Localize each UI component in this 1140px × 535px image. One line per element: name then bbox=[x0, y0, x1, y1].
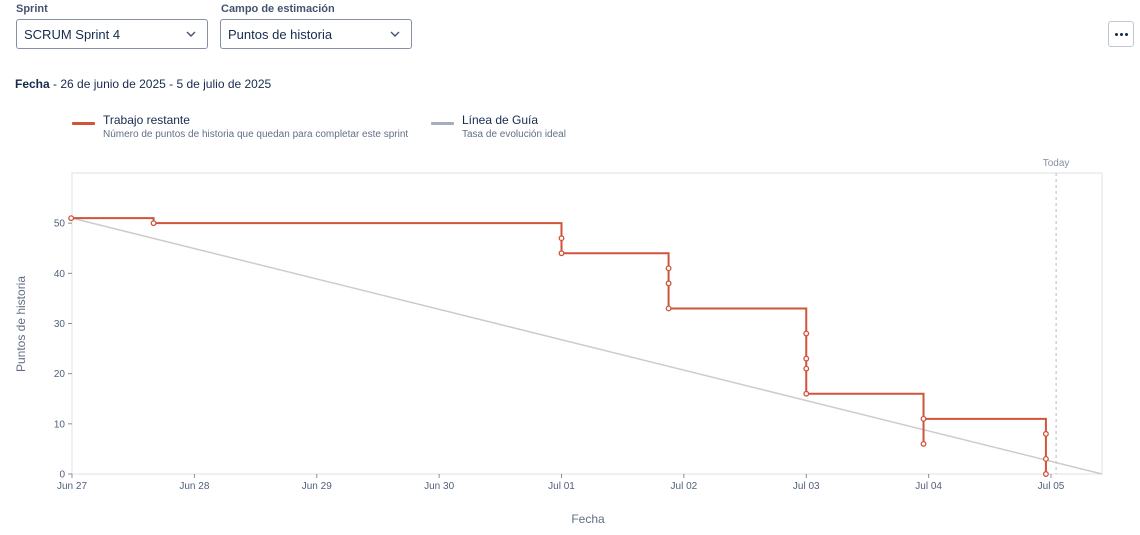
estimation-field-label: Campo de estimación bbox=[221, 3, 335, 15]
chevron-down-icon bbox=[186, 31, 196, 37]
y-tick-label: 30 bbox=[54, 319, 66, 330]
estimation-select-value: Puntos de historia bbox=[228, 26, 333, 42]
x-tick-label: Jul 01 bbox=[548, 481, 575, 492]
sprint-field-label: Sprint bbox=[16, 3, 48, 15]
legend-title: Trabajo restante bbox=[103, 113, 190, 127]
legend-description: Tasa de evolución ideal bbox=[462, 129, 566, 140]
more-dot-icon bbox=[1114, 32, 1118, 36]
x-tick-label: Jun 30 bbox=[424, 481, 454, 492]
remaining-work-point[interactable] bbox=[803, 355, 810, 362]
remaining-work-point[interactable] bbox=[803, 390, 810, 397]
guide-line bbox=[71, 217, 1103, 475]
plot-frame bbox=[71, 172, 1103, 475]
burndown-chart: 0 10 20 30 40 50 Jun 27 Jun 28 Jun 29 Jun 30 Jul … bbox=[14, 158, 1103, 526]
remaining-work-point[interactable] bbox=[803, 330, 810, 337]
remaining-work-point[interactable] bbox=[920, 440, 927, 447]
y-tick-label: 40 bbox=[54, 269, 66, 280]
more-dot-icon bbox=[1119, 32, 1123, 36]
y-axis-title: Puntos de historia bbox=[14, 276, 28, 372]
estimation-select[interactable]: Puntos de historia bbox=[220, 19, 412, 49]
y-tick-label: 50 bbox=[54, 219, 66, 230]
remaining-work-line bbox=[71, 217, 1047, 474]
remaining-work-point[interactable] bbox=[68, 215, 75, 222]
x-tick-label: Jun 28 bbox=[179, 481, 209, 492]
remaining-work-point[interactable] bbox=[920, 415, 927, 422]
x-tick-label: Jun 27 bbox=[57, 481, 87, 492]
more-actions-button[interactable] bbox=[1108, 21, 1134, 47]
legend-title: Línea de Guía bbox=[462, 113, 539, 127]
x-tick-label: Jun 29 bbox=[302, 481, 332, 492]
date-range-separator: - bbox=[49, 77, 61, 91]
chevron-down-icon bbox=[390, 31, 400, 37]
y-tick-label: 10 bbox=[54, 419, 66, 430]
remaining-work-point[interactable] bbox=[665, 280, 672, 287]
date-range: Fecha - 26 de junio de 2025 - 5 de julio… bbox=[15, 77, 271, 91]
remaining-work-point[interactable] bbox=[558, 235, 565, 242]
more-dot-icon bbox=[1124, 32, 1128, 36]
y-tick-label: 20 bbox=[54, 369, 66, 380]
date-range-label: Fecha bbox=[15, 77, 50, 91]
today-label: Today bbox=[1043, 158, 1070, 169]
remaining-work-point[interactable] bbox=[150, 220, 157, 227]
sprint-select[interactable]: SCRUM Sprint 4 bbox=[16, 19, 208, 49]
legend-description: Número de puntos de historia que quedan … bbox=[103, 129, 409, 140]
remaining-work-point[interactable] bbox=[665, 265, 672, 272]
x-tick-label: Jul 03 bbox=[793, 481, 820, 492]
legend-swatch bbox=[72, 122, 95, 125]
x-axis-title: Fecha bbox=[571, 512, 605, 526]
legend-swatch bbox=[431, 122, 454, 125]
remaining-work-point[interactable] bbox=[665, 305, 672, 312]
x-tick-label: Jul 05 bbox=[1038, 481, 1065, 492]
x-tick-label: Jul 02 bbox=[671, 481, 698, 492]
remaining-work-point[interactable] bbox=[803, 365, 810, 372]
remaining-work-point[interactable] bbox=[1042, 471, 1049, 477]
date-range-value: 26 de junio de 2025 - 5 de julio de 2025 bbox=[60, 77, 272, 91]
sprint-select-value: SCRUM Sprint 4 bbox=[24, 26, 121, 42]
remaining-work-point[interactable] bbox=[1042, 456, 1049, 462]
remaining-work-point[interactable] bbox=[558, 250, 565, 257]
y-tick-label: 0 bbox=[59, 470, 65, 481]
x-tick-label: Jul 04 bbox=[915, 481, 942, 492]
remaining-work-point[interactable] bbox=[1042, 430, 1049, 437]
